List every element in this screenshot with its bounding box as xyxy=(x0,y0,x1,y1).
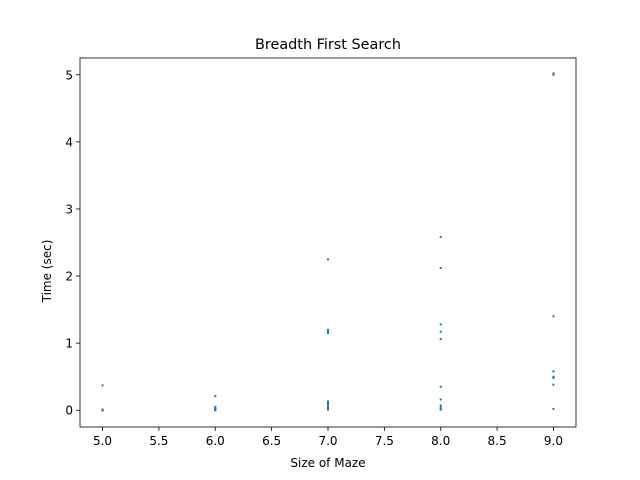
data-point xyxy=(214,395,217,398)
data-point xyxy=(439,408,442,411)
data-point xyxy=(101,384,104,387)
data-point xyxy=(327,258,329,261)
y-tick-label: 2 xyxy=(65,270,73,284)
data-point xyxy=(439,405,442,408)
data-point xyxy=(327,332,329,335)
data-point xyxy=(101,409,104,412)
data-point xyxy=(327,328,329,331)
data-point xyxy=(327,408,329,411)
data-point xyxy=(552,377,555,380)
chart-title: Breadth First Search xyxy=(255,37,401,53)
data-point xyxy=(439,330,442,333)
data-point xyxy=(327,402,329,405)
plot-frame xyxy=(79,57,577,428)
data-point xyxy=(552,383,555,386)
x-tick-label: 7.5 xyxy=(375,434,394,448)
y-tick-label: 5 xyxy=(65,68,73,82)
data-point xyxy=(327,330,329,333)
data-point xyxy=(439,398,442,401)
data-point xyxy=(214,405,217,408)
data-point xyxy=(439,338,442,341)
y-axis-label: Time (sec) xyxy=(40,240,54,304)
y-tick-label: 0 xyxy=(65,404,73,418)
data-point xyxy=(439,236,442,239)
data-point xyxy=(552,370,555,373)
data-point xyxy=(327,405,329,408)
y-tick-label: 1 xyxy=(65,337,73,351)
data-point xyxy=(327,404,329,407)
x-tick-label: 7.0 xyxy=(318,434,337,448)
data-point xyxy=(552,407,555,410)
x-tick-label: 8.5 xyxy=(488,434,507,448)
x-tick-label: 9.0 xyxy=(544,434,563,448)
data-point xyxy=(552,375,555,378)
data-point xyxy=(327,407,329,410)
data-point xyxy=(327,400,329,403)
data-point xyxy=(552,315,555,318)
x-tick-label: 6.5 xyxy=(262,434,281,448)
plot-area: 5.0 5.5 6.0 6.5 7.0 7.5 8.0 8.5 9.0 0 1 2 3 4 5 xyxy=(65,57,577,448)
y-tick-label: 3 xyxy=(65,202,73,216)
x-tick-label: 5.0 xyxy=(93,434,112,448)
data-point xyxy=(439,323,442,326)
y-tick-label: 4 xyxy=(65,135,73,149)
x-tick-label: 5.5 xyxy=(149,434,168,448)
data-point xyxy=(439,404,442,407)
data-point xyxy=(439,385,442,388)
x-tick-label: 6.0 xyxy=(206,434,225,448)
data-point xyxy=(552,72,555,75)
data-point xyxy=(214,409,217,412)
x-axis-label: Size of Maze xyxy=(290,456,365,470)
data-point xyxy=(552,73,555,76)
x-tick-label: 8.0 xyxy=(431,434,450,448)
data-point xyxy=(439,266,442,269)
